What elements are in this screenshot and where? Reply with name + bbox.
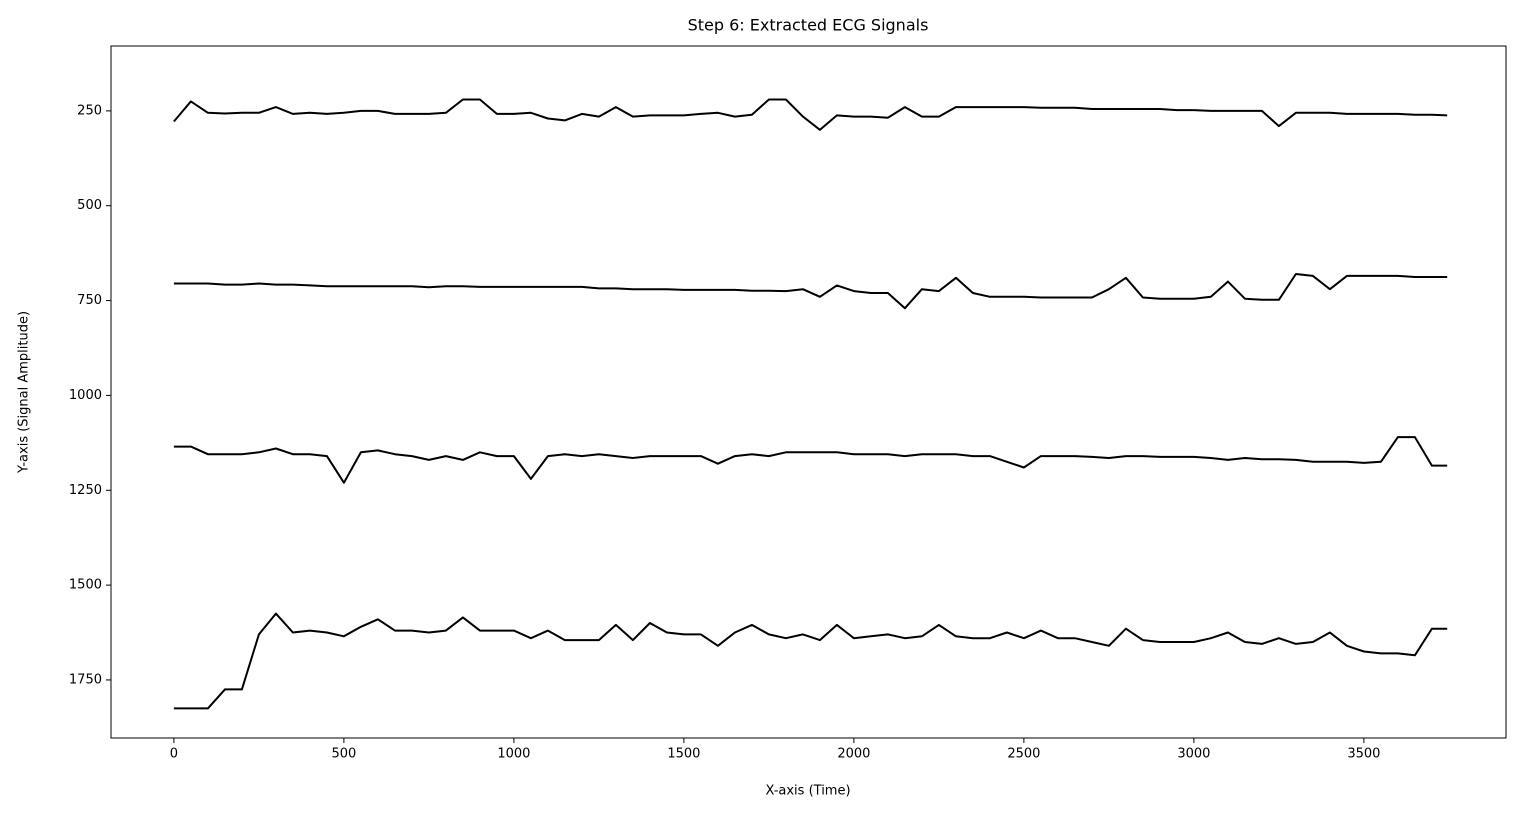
x-tick-label: 2000 [837,747,870,762]
y-tick-label: 500 [77,198,102,213]
y-tick-label: 750 [77,293,102,308]
y-axis-label: Y-axis (Signal Amplitude) [17,311,32,474]
x-tick-label: 1500 [667,747,700,762]
y-tick-label: 1750 [69,672,102,687]
plot-frame [110,45,1507,739]
signal-line [173,612,1448,710]
x-tick-label: 500 [331,747,356,762]
signal-line [173,436,1448,484]
x-tick-label: 1000 [497,747,530,762]
y-tick-label: 1250 [69,483,102,498]
x-tick-label: 2500 [1007,747,1040,762]
x-tick-label: 3500 [1347,747,1380,762]
chart-title: Step 6: Extracted ECG Signals [688,16,929,35]
x-tick-label: 3000 [1177,747,1210,762]
y-tick-label: 1500 [69,578,102,593]
y-tick-label: 1000 [69,388,102,403]
y-tick-label: 250 [77,103,102,118]
x-axis-label: X-axis (Time) [765,784,850,799]
signal-line [173,98,1448,131]
x-tick-label: 0 [170,747,178,762]
signal-line [173,273,1448,310]
